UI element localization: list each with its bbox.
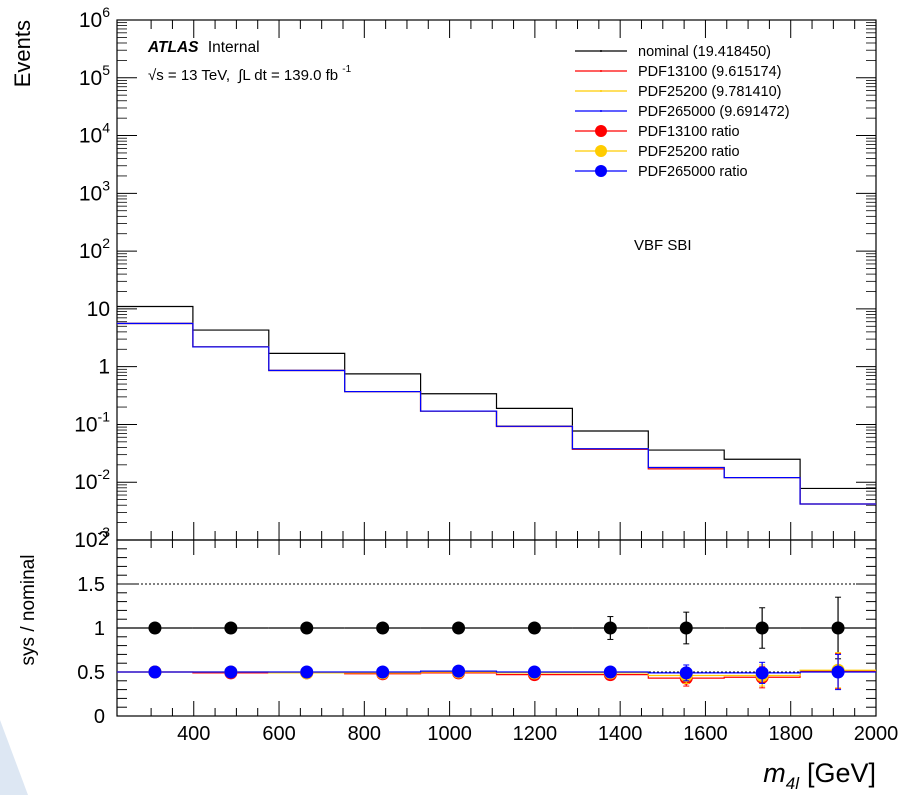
legend-entry: nominal (19.418450) bbox=[575, 44, 771, 60]
ratio-y-tick-label: 0.5 bbox=[77, 662, 105, 684]
legend-dot bbox=[600, 70, 602, 72]
main-y-tick-label: 1 bbox=[98, 356, 110, 379]
legend-dot bbox=[600, 50, 602, 52]
x-axis-label-m: m bbox=[763, 758, 786, 788]
legend-entry: PDF265000 (9.691472) bbox=[575, 104, 790, 120]
main-histograms bbox=[117, 305, 876, 505]
main-y-axis-label: Events bbox=[10, 20, 35, 87]
main-y-tick-label: 102 bbox=[79, 235, 110, 263]
main-y-tick-label: 105 bbox=[79, 62, 110, 90]
main-y-tick-label: 10 bbox=[87, 298, 110, 321]
ratio-point bbox=[224, 621, 238, 635]
legend-dot bbox=[600, 110, 602, 112]
legend-entry: PDF25200 (9.781410) bbox=[575, 84, 782, 100]
ratio-x-tick-label: 1800 bbox=[768, 723, 813, 745]
ratio-point bbox=[831, 621, 845, 635]
atlas-bold-text: ATLAS bbox=[147, 39, 199, 56]
legend-marker bbox=[595, 165, 607, 177]
legend-dot bbox=[600, 90, 602, 92]
legend-label: PDF265000 ratio bbox=[638, 164, 748, 180]
legend-entry: PDF265000 ratio bbox=[575, 164, 748, 180]
ratio-point bbox=[831, 665, 845, 679]
legend-marker bbox=[595, 125, 607, 137]
ratio-x-tick-label: 1200 bbox=[513, 723, 558, 745]
main-plot-panel: 10-3 10-2 10-1 1 10 102 103 104 105 106 bbox=[74, 4, 877, 552]
ratio-y-top-tick-label: 2 bbox=[98, 528, 109, 550]
ratio-x-tick-label: 1600 bbox=[683, 723, 728, 745]
x-axis-label-sub: 4l bbox=[786, 774, 800, 793]
ratio-series-0 bbox=[117, 596, 876, 660]
ratio-points bbox=[117, 596, 876, 691]
main-y-tick-label: 10-3 bbox=[74, 524, 110, 552]
legend-label: PDF13100 ratio bbox=[638, 124, 740, 140]
main-y-tick-label: 104 bbox=[79, 120, 110, 148]
main-y-tick-label: 106 bbox=[79, 4, 110, 32]
lumi-unit-superscript: -1 bbox=[342, 64, 351, 75]
svg-text:√s = 13 TeV, ∫L dt = 139: √s = 13 TeV, ∫L dt = 139.0 fb -1 bbox=[148, 64, 352, 84]
energy-text: √s = 13 TeV, bbox=[148, 67, 230, 84]
atlas-internal-text: Internal bbox=[208, 39, 260, 56]
ratio-point bbox=[755, 666, 769, 680]
ratio-x-tick-label: 2000 bbox=[854, 723, 899, 745]
x-axis-label-unit: [GeV] bbox=[807, 758, 876, 788]
legend-label: PDF25200 ratio bbox=[638, 144, 740, 160]
ratio-y-axis-label: sys / nominal bbox=[18, 555, 39, 666]
ratio-x-axis: 400 600 800 1000 1200 1400 1600 1800 2000 bbox=[150, 540, 899, 745]
ratio-point bbox=[527, 665, 541, 679]
main-y-tick-label: 103 bbox=[79, 177, 110, 205]
legend-marker bbox=[595, 145, 607, 157]
x-axis-label: m4l [GeV] bbox=[763, 758, 876, 793]
ratio-series-3 bbox=[148, 653, 845, 691]
legend-entry: PDF25200 ratio bbox=[575, 144, 740, 160]
ratio-point bbox=[148, 621, 162, 635]
main-y-axis: 10-3 10-2 10-1 1 10 102 103 104 105 106 bbox=[74, 4, 876, 552]
ratio-step-line bbox=[117, 670, 876, 674]
legend-entry: PDF13100 (9.615174) bbox=[575, 64, 782, 80]
luminosity-label: √s = 13 TeV, ∫L dt = 139.0 fb -1 bbox=[148, 64, 352, 84]
histogram-pdf-3 bbox=[117, 322, 876, 505]
main-x-axis bbox=[150, 20, 877, 540]
lumi-text: ∫L dt = 139.0 fb bbox=[237, 67, 338, 84]
ratio-step-line bbox=[117, 670, 876, 679]
ratio-point bbox=[452, 664, 466, 678]
legend-entry: PDF13100 ratio bbox=[575, 124, 740, 140]
ratio-y-tick-label: 1.5 bbox=[77, 574, 105, 596]
svg-text:ATLAS Internal: ATLAS Internal bbox=[147, 39, 260, 56]
ratio-point bbox=[603, 665, 617, 679]
ratio-x-tick-label: 800 bbox=[348, 723, 381, 745]
slide-corner-decoration bbox=[0, 720, 28, 795]
ratio-x-tick-label: 1400 bbox=[598, 723, 643, 745]
ratio-point bbox=[376, 621, 390, 635]
ratio-point bbox=[603, 621, 617, 635]
legend-label: PDF25200 (9.781410) bbox=[638, 84, 782, 100]
ratio-point bbox=[679, 621, 693, 635]
ratio-point bbox=[300, 665, 314, 679]
histogram-nominal bbox=[117, 305, 876, 490]
ratio-point bbox=[148, 665, 162, 679]
atlas-label: ATLAS Internal bbox=[147, 39, 260, 56]
ratio-point bbox=[376, 665, 390, 679]
ratio-point bbox=[452, 621, 466, 635]
ratio-point bbox=[300, 621, 314, 635]
ratio-x-tick-label: 400 bbox=[177, 723, 210, 745]
ratio-x-tick-label: 1000 bbox=[427, 723, 472, 745]
ratio-point bbox=[755, 621, 769, 635]
legend-label: PDF13100 (9.615174) bbox=[638, 64, 782, 80]
sample-label: VBF SBI bbox=[634, 237, 692, 254]
legend-label: PDF265000 (9.691472) bbox=[638, 104, 790, 120]
ratio-x-tick-label: 600 bbox=[262, 723, 295, 745]
ratio-y-tick-label: 1 bbox=[94, 618, 105, 640]
main-y-tick-label: 10-2 bbox=[74, 466, 110, 494]
ratio-y-tick-label: 0 bbox=[94, 706, 105, 728]
ratio-point bbox=[224, 665, 238, 679]
main-y-tick-label: 10-1 bbox=[74, 408, 110, 436]
ratio-point bbox=[679, 666, 693, 680]
legend-label: nominal (19.418450) bbox=[638, 44, 771, 60]
ratio-plot-panel: 0 0.5 1 1.5 2 400 600 800 1000 1200 1400 1600 1800 2… bbox=[77, 528, 898, 745]
legend: nominal (19.418450) PDF13100 (9.615174) PD… bbox=[575, 44, 790, 180]
ratio-point bbox=[527, 621, 541, 635]
